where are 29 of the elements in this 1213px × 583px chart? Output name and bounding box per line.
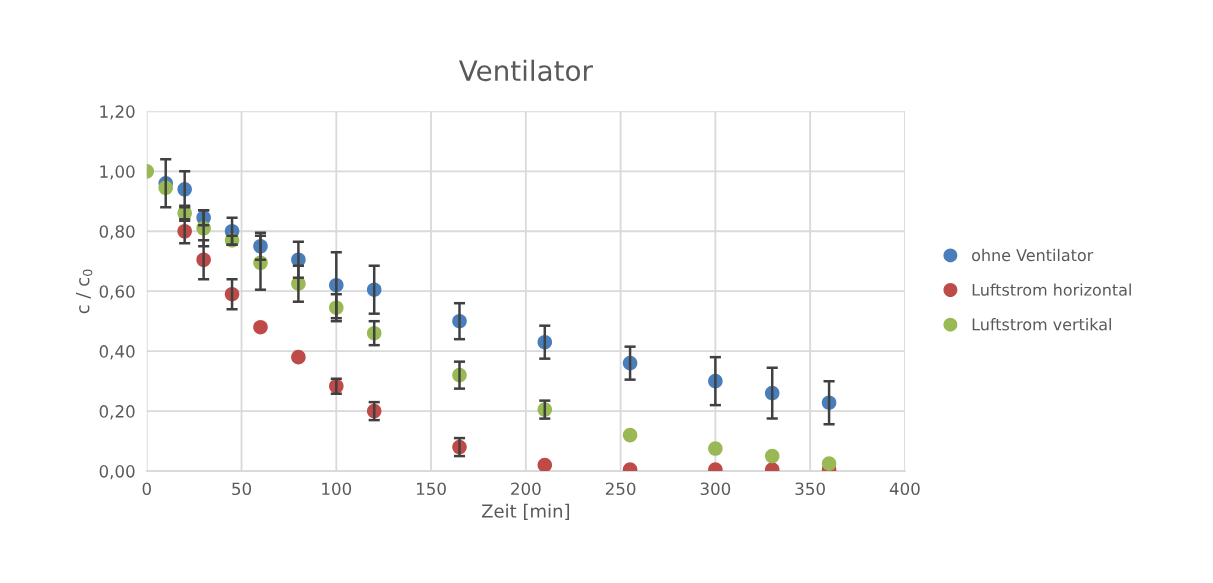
point [622,427,638,443]
x-tick-label: 0 [142,482,151,496]
y-tick-label: 0,00 [99,465,135,480]
y-axis-title: c / c$_{0}$ [76,269,93,314]
legend-label: Luftstrom vertikal [972,318,1111,331]
chart-title: Ventilator [458,59,593,82]
point [253,319,268,335]
x-tick-label: 100 [322,482,352,496]
x-tick-label: 50 [232,482,252,496]
point [708,441,723,456]
y-tick-label: 0,40 [99,345,135,360]
legend-label: ohne Ventilator [972,248,1094,262]
y-tick-label: 0,20 [99,405,135,420]
x-tick-label: 150 [416,482,446,496]
legend-label: Luftstrom horizontal [972,283,1131,296]
point [291,349,306,365]
point [537,457,553,472]
x-tick-label: 300 [700,482,731,496]
y-tick-label: 0,60 [99,285,135,300]
x-tick-label: 400 [889,482,920,496]
x-tick-label: 250 [605,482,636,496]
x-axis-title: Zeit [min] [481,503,570,520]
y-tick-label: 1,00 [100,165,135,180]
point [764,448,780,464]
point [821,456,837,471]
x-tick-label: 350 [795,482,825,496]
x-tick-label: 200 [511,482,541,496]
y-tick-label: 1,20 [100,105,135,120]
y-tick-label: 0,80 [99,225,135,240]
